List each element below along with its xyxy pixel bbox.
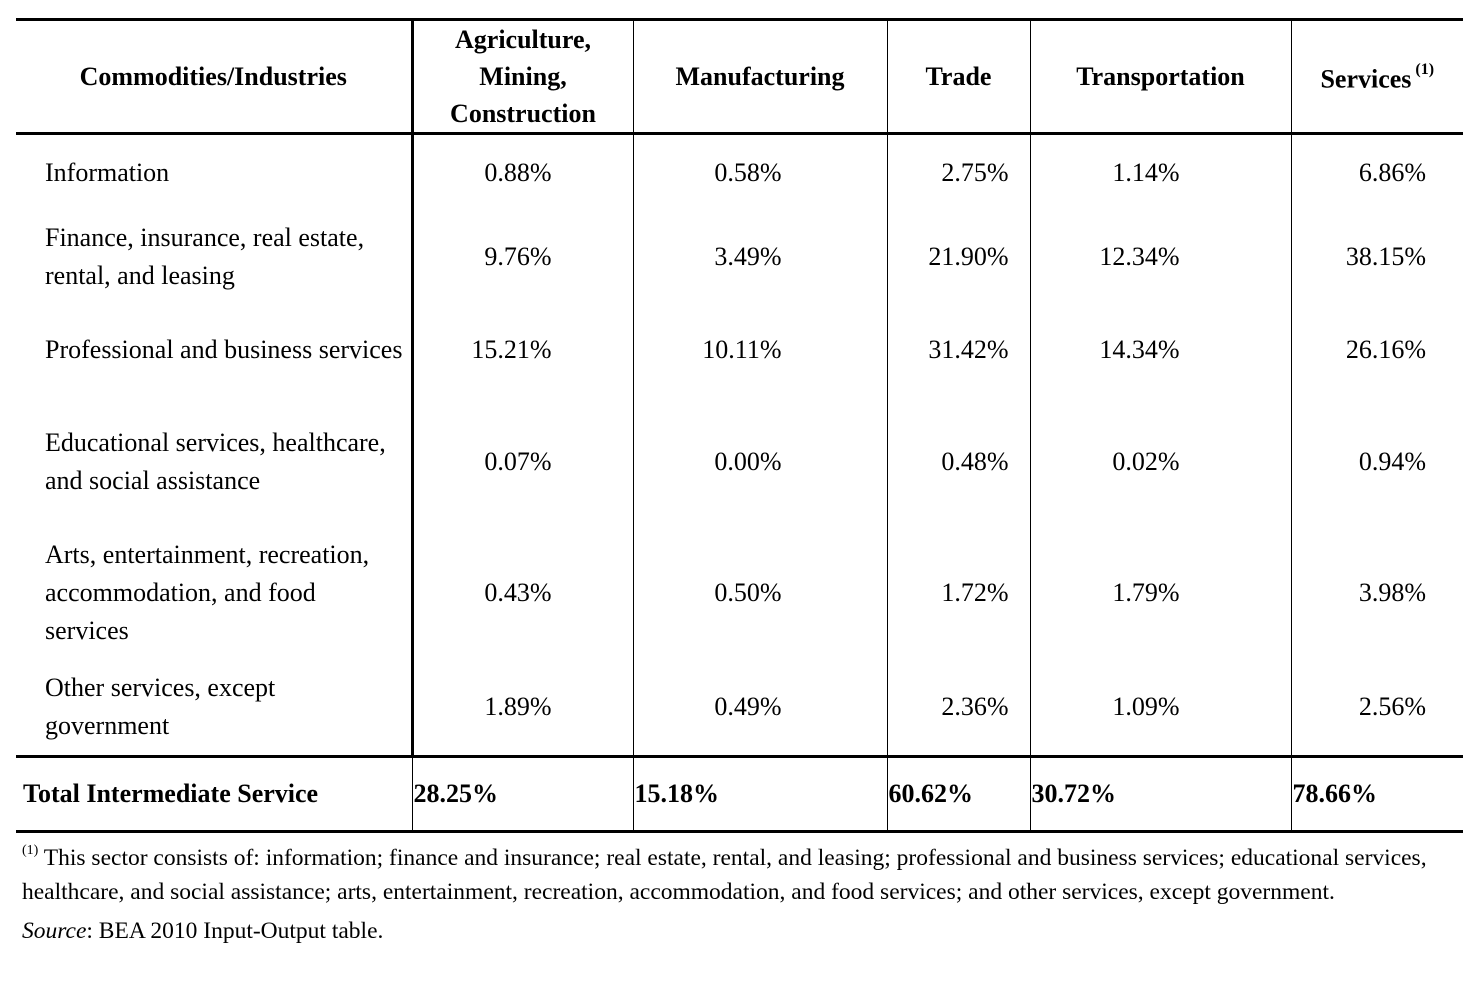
cell-transportation: 0.02% bbox=[1029, 396, 1291, 528]
cell-services: 6.86% bbox=[1290, 133, 1463, 211]
cell-transportation: 1.79% bbox=[1029, 527, 1291, 659]
cell-agriculture: 1.89% bbox=[410, 658, 633, 757]
header-commodities-industries: Commodities/Industries bbox=[79, 62, 347, 91]
table-row: Other services, except government 1.89% … bbox=[16, 658, 1463, 757]
cell-trade: 31.42% bbox=[886, 303, 1030, 397]
header-agriculture-mining-construction: Agriculture, Mining, Construction bbox=[410, 19, 633, 134]
cell-trade: 21.90% bbox=[886, 210, 1030, 304]
source-text: : BEA 2010 Input-Output table. bbox=[86, 917, 384, 944]
footnote: (1) This sector consists of: information… bbox=[22, 836, 1462, 910]
total-services: 78.66% bbox=[1290, 756, 1463, 832]
cell-transportation: 12.34% bbox=[1029, 210, 1291, 304]
cell-services: 38.15% bbox=[1290, 210, 1463, 304]
total-transportation: 30.72% bbox=[1029, 756, 1291, 832]
header-services-footnote-marker: (1) bbox=[1415, 61, 1435, 79]
total-manufacturing: 15.18% bbox=[632, 756, 887, 832]
header-agriculture-line-2: Mining, bbox=[479, 62, 567, 91]
total-trade: 60.62% bbox=[886, 756, 1030, 832]
input-output-table: Commodities/Industries Agriculture, Mini… bbox=[16, 18, 1463, 833]
total-agriculture: 28.25% bbox=[411, 756, 633, 832]
row-label: Information bbox=[45, 157, 170, 187]
table-row: Professional and business services 15.21… bbox=[16, 303, 1463, 397]
cell-transportation: 14.34% bbox=[1029, 303, 1291, 397]
source-label: Source bbox=[22, 917, 87, 944]
table-row: Finance, insurance, real estate, rental,… bbox=[16, 210, 1463, 304]
footnote-text: This sector consists of: information; fi… bbox=[22, 844, 1427, 906]
cell-agriculture: 0.43% bbox=[410, 527, 633, 659]
cell-manufacturing: 0.49% bbox=[632, 658, 887, 757]
total-row: Total Intermediate Service 28.25% 15.18%… bbox=[16, 756, 1463, 832]
cell-services: 3.98% bbox=[1290, 527, 1463, 659]
row-label: Finance, insurance, real estate, rental,… bbox=[45, 223, 365, 290]
cell-manufacturing: 10.11% bbox=[632, 303, 887, 397]
cell-manufacturing: 0.00% bbox=[632, 396, 887, 528]
source-note: Source: BEA 2010 Input-Output table. bbox=[22, 914, 1462, 949]
table-notes: (1) This sector consists of: information… bbox=[22, 836, 1462, 948]
cell-agriculture: 0.88% bbox=[410, 133, 633, 211]
cell-agriculture: 9.76% bbox=[410, 210, 633, 304]
row-label: Arts, entertainment, recreation, accommo… bbox=[45, 540, 370, 645]
header-transportation: Transportation bbox=[1029, 19, 1291, 134]
total-label: Total Intermediate Service bbox=[23, 779, 319, 808]
cell-services: 2.56% bbox=[1290, 658, 1463, 757]
table-row: Educational services, healthcare, and so… bbox=[16, 396, 1463, 528]
footnote-marker: (1) bbox=[22, 843, 39, 858]
cell-trade: 1.72% bbox=[886, 527, 1030, 659]
table-header-row: Commodities/Industries Agriculture, Mini… bbox=[16, 19, 1463, 134]
row-label: Educational services, healthcare, and so… bbox=[45, 428, 386, 495]
header-services-label: Services bbox=[1320, 64, 1412, 94]
row-label: Other services, except government bbox=[45, 672, 276, 740]
cell-agriculture: 0.07% bbox=[410, 396, 633, 528]
header-agriculture-line-1: Agriculture, bbox=[455, 25, 591, 54]
header-services: Services (1) bbox=[1290, 19, 1463, 134]
header-agriculture-line-3: Construction bbox=[450, 99, 596, 128]
cell-trade: 2.75% bbox=[886, 133, 1030, 211]
cell-transportation: 1.09% bbox=[1029, 658, 1291, 757]
cell-manufacturing: 0.58% bbox=[632, 133, 887, 211]
header-trade: Trade bbox=[886, 19, 1030, 134]
cell-agriculture: 15.21% bbox=[410, 303, 633, 397]
cell-manufacturing: 0.50% bbox=[632, 527, 887, 659]
row-label: Professional and business services bbox=[45, 335, 403, 364]
cell-manufacturing: 3.49% bbox=[632, 210, 887, 304]
cell-transportation: 1.14% bbox=[1029, 133, 1291, 211]
table-row: Arts, entertainment, recreation, accommo… bbox=[16, 527, 1463, 659]
cell-services: 0.94% bbox=[1290, 396, 1463, 528]
table-row: Information 0.88% 0.58% 2.75% 1.14% 6.86… bbox=[16, 133, 1463, 211]
header-manufacturing: Manufacturing bbox=[632, 19, 887, 134]
cell-trade: 0.48% bbox=[886, 396, 1030, 528]
cell-trade: 2.36% bbox=[886, 658, 1030, 757]
cell-services: 26.16% bbox=[1290, 303, 1463, 397]
